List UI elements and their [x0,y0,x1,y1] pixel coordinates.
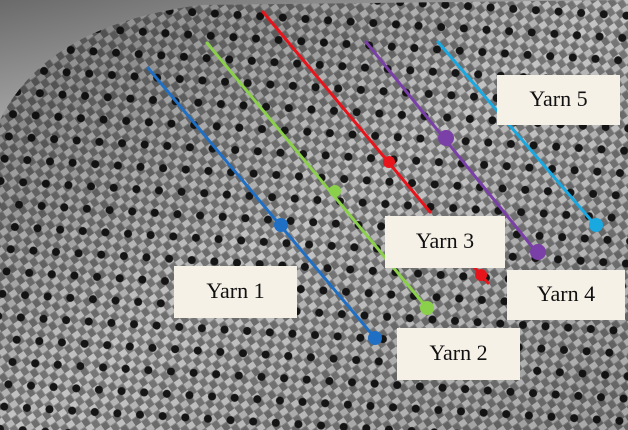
yarn-1-dot [274,218,288,232]
yarn-3-line [261,10,432,214]
label-box [397,328,520,380]
label-box [385,216,505,268]
label: Yarn 2 [429,340,487,365]
label-box [174,266,297,318]
yarn-4-line [364,40,540,256]
yarn-5-dot [589,218,603,232]
yarn-1-dot [368,331,382,345]
labels: Yarn 1 Yarn 2 Yarn 3 Yarn 4 Yarn 5 [174,75,625,380]
yarn-4-dot [438,130,454,146]
label-box [497,75,620,125]
yarn-2-dot [329,185,341,197]
yarn-2-dot [420,301,434,315]
yarn-3-dot [383,156,395,168]
yarn-3-dot [475,269,487,281]
label: Yarn 3 [416,228,474,253]
label-box [507,270,625,320]
yarn-markers [146,10,603,345]
yarn-4-dot [530,244,546,260]
label: Yarn 4 [537,281,595,306]
yarn-1-line [146,66,377,340]
label: Yarn 5 [529,86,587,111]
yarn-5-line [436,40,598,228]
label: Yarn 1 [206,278,264,303]
